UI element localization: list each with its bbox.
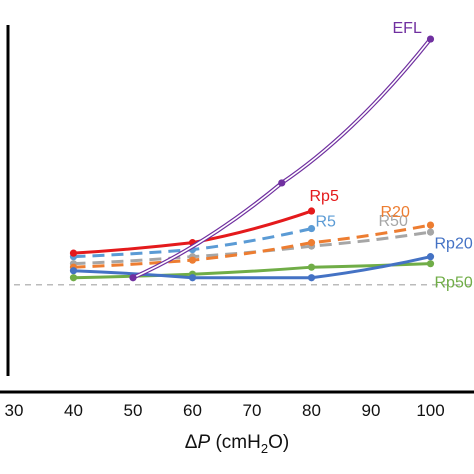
series-r5: R5 — [69, 214, 337, 261]
data-point-efl — [129, 274, 137, 282]
series-label-rp50: Rp50 — [435, 275, 473, 292]
data-point-rp20 — [69, 267, 78, 275]
data-point-r20 — [188, 256, 197, 264]
x-tick-label: 90 — [362, 401, 381, 420]
series-label-efl: EFL — [393, 20, 422, 37]
x-tick-label: 80 — [302, 401, 321, 420]
x-axis-title-sub: 2 — [261, 441, 268, 456]
x-tick-labels: 30 40 50 60 70 80 90 100 — [5, 401, 445, 420]
x-tick-label: 30 — [5, 401, 24, 420]
series-label-rp20: Rp20 — [435, 236, 473, 253]
data-point-r20 — [426, 221, 435, 229]
series-line-rp20 — [73, 255, 431, 280]
series-rp5: Rp5 — [69, 188, 339, 257]
series-label-rp5: Rp5 — [310, 188, 339, 205]
series-line-r20 — [73, 223, 431, 269]
data-point-r50 — [426, 228, 435, 236]
data-point-rp50 — [426, 260, 435, 268]
data-point-rp50 — [307, 263, 316, 271]
x-tick-label: 50 — [124, 401, 143, 420]
series-label-r5: R5 — [316, 214, 337, 231]
x-tick-label: 60 — [183, 401, 202, 420]
series-line-inner-efl — [132, 38, 432, 279]
data-point-efl — [278, 179, 286, 187]
x-axis-title-pre: (cmH — [210, 432, 261, 453]
data-point-r20 — [307, 239, 316, 247]
data-point-rp5 — [307, 207, 316, 215]
series-line-rp50 — [73, 262, 431, 280]
series-label-r50: R50 — [379, 213, 408, 230]
series-rp20: Rp20 — [69, 236, 473, 282]
x-tick-label: 40 — [64, 401, 83, 420]
x-axis-title: ΔP (cmH2O) — [185, 432, 289, 456]
series-line-efl — [132, 37, 433, 280]
series-efl: EFL — [129, 20, 435, 282]
x-tick-label: 70 — [243, 401, 262, 420]
data-point-rp20 — [307, 274, 316, 282]
data-point-efl — [426, 35, 435, 43]
data-point-r5 — [307, 224, 316, 233]
x-axis-title-post: O) — [268, 432, 289, 453]
x-axis-title-var: P — [198, 432, 211, 453]
data-point-rp20 — [426, 253, 435, 261]
data-point-rp50 — [69, 274, 78, 282]
series-label-r20: R20 — [381, 204, 410, 221]
x-axis-title-delta: Δ — [185, 432, 198, 453]
data-point-rp20 — [188, 274, 197, 282]
x-tick-label: 100 — [416, 401, 444, 420]
data-point-rp5 — [69, 249, 78, 257]
